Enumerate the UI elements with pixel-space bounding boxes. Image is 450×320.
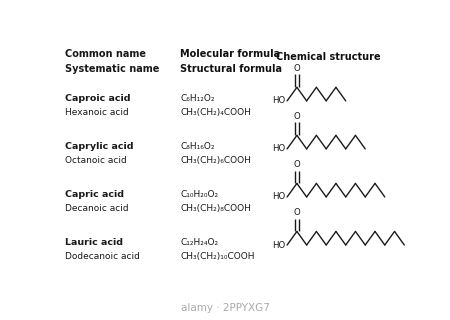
Text: alamy · 2PPYXG7: alamy · 2PPYXG7 <box>180 303 270 314</box>
Text: CH₃(CH₂)₈COOH: CH₃(CH₂)₈COOH <box>180 204 251 213</box>
Text: C₆H₁₂O₂: C₆H₁₂O₂ <box>180 94 215 103</box>
Text: O: O <box>293 64 300 73</box>
Text: Capric acid: Capric acid <box>65 190 124 199</box>
Text: HO: HO <box>273 241 286 250</box>
Text: HO: HO <box>273 192 286 202</box>
Text: HO: HO <box>273 144 286 153</box>
Text: Chemical structure: Chemical structure <box>276 52 381 62</box>
Text: Caproic acid: Caproic acid <box>65 94 130 103</box>
Text: Decanoic acid: Decanoic acid <box>65 204 129 213</box>
Text: Systematic name: Systematic name <box>65 64 159 74</box>
Text: Lauric acid: Lauric acid <box>65 238 123 247</box>
Text: O: O <box>293 160 300 169</box>
Text: Common name: Common name <box>65 50 146 60</box>
Text: O: O <box>293 208 300 217</box>
Text: Octanoic acid: Octanoic acid <box>65 156 127 165</box>
Text: Hexanoic acid: Hexanoic acid <box>65 108 129 117</box>
Text: O: O <box>293 112 300 121</box>
Text: C₁₂H₂₄O₂: C₁₂H₂₄O₂ <box>180 238 218 247</box>
Text: C₈H₁₆O₂: C₈H₁₆O₂ <box>180 142 215 151</box>
Text: Dodecanoic acid: Dodecanoic acid <box>65 252 140 261</box>
Text: CH₃(CH₂)₁₀COOH: CH₃(CH₂)₁₀COOH <box>180 252 255 261</box>
Text: CH₃(CH₂)₆COOH: CH₃(CH₂)₆COOH <box>180 156 251 165</box>
Text: C₁₀H₂₀O₂: C₁₀H₂₀O₂ <box>180 190 218 199</box>
Text: Structural formula: Structural formula <box>180 64 282 74</box>
Text: CH₃(CH₂)₄COOH: CH₃(CH₂)₄COOH <box>180 108 251 117</box>
Text: Molecular formula: Molecular formula <box>180 50 280 60</box>
Text: Caprylic acid: Caprylic acid <box>65 142 134 151</box>
Text: HO: HO <box>273 96 286 105</box>
